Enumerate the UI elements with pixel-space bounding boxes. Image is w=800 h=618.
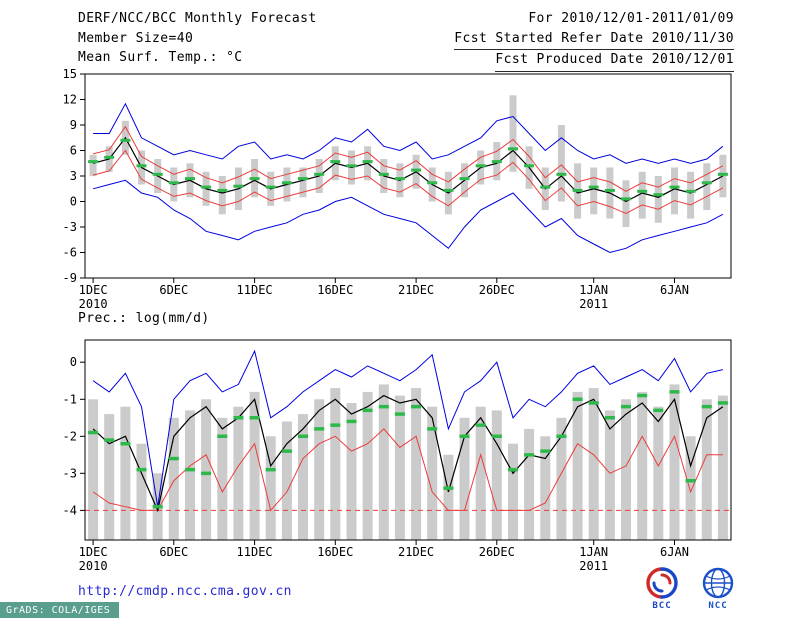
bcc-logo-label: BCC	[652, 601, 672, 611]
page-title: DERF/NCC/BCC Monthly Forecast	[78, 11, 317, 26]
svg-text:0: 0	[70, 355, 77, 369]
bcc-swirl-icon	[646, 567, 678, 599]
svg-text:1JAN: 1JAN	[579, 283, 608, 297]
y-axis: 0 -1 -2 -3 -4	[63, 355, 85, 517]
svg-text:6DEC: 6DEC	[159, 283, 188, 297]
svg-text:-9: -9	[63, 271, 77, 285]
ensemble-spread-bars	[88, 384, 728, 540]
temperature-chart: 15 12 9 6 3 0 -3 -6 -9 1DEC 2010 6DEC 11DEC 16DEC 21DE…	[0, 64, 800, 316]
svg-text:11DEC: 11DEC	[237, 545, 273, 559]
series-ensemble-median	[88, 390, 728, 509]
series-ensemble-mean	[92, 136, 724, 203]
precip-chart: 0 -1 -2 -3 -4 1DEC 2010 6DEC 11DEC 16DEC 21DEC 26DE…	[0, 332, 800, 578]
svg-text:26DEC: 26DEC	[479, 545, 515, 559]
logo-group: BCC NCC	[640, 566, 740, 611]
svg-text:1DEC: 1DEC	[79, 283, 108, 297]
grads-stamp: GrADS: COLA/IGES	[0, 602, 120, 618]
svg-text:-3: -3	[63, 466, 77, 480]
series-ensemble-max	[93, 102, 724, 164]
svg-text:2010: 2010	[79, 559, 108, 573]
refer-date-label: Fcst Started Refer Date 2010/11/30	[454, 29, 734, 50]
plot-frame	[84, 339, 732, 541]
svg-text:-6: -6	[63, 246, 77, 260]
svg-text:21DEC: 21DEC	[398, 283, 434, 297]
precip-chart-title: Prec.: log(mm/d)	[78, 311, 210, 326]
svg-text:9: 9	[70, 118, 77, 132]
svg-text:26DEC: 26DEC	[479, 283, 515, 297]
svg-text:-1: -1	[63, 392, 77, 406]
series-ensemble-mean	[92, 394, 724, 513]
bcc-logo: BCC	[640, 566, 684, 611]
svg-text:-3: -3	[63, 220, 77, 234]
svg-text:6JAN: 6JAN	[660, 545, 689, 559]
svg-text:0: 0	[70, 195, 77, 209]
series-ensemble-max	[92, 349, 724, 507]
ncc-logo: NCC	[696, 566, 740, 611]
svg-text:16DEC: 16DEC	[317, 283, 353, 297]
svg-text:6JAN: 6JAN	[660, 283, 689, 297]
series-ensemble-min	[92, 428, 723, 512]
header-left: DERF/NCC/BCC Monthly Forecast Member Siz…	[78, 9, 317, 68]
svg-text:11DEC: 11DEC	[237, 283, 273, 297]
ncc-logo-label: NCC	[708, 601, 728, 611]
y-axis: 15 12 9 6 3 0 -3 -6 -9	[63, 67, 85, 285]
svg-text:2011: 2011	[579, 297, 608, 311]
ncc-globe-icon	[702, 567, 734, 599]
temp-chart-title: Mean Surf. Temp.: °C	[78, 50, 243, 65]
svg-text:1DEC: 1DEC	[79, 545, 108, 559]
member-size-label: Member Size=40	[78, 30, 194, 46]
header-right: For 2010/12/01-2011/01/09 Fcst Started R…	[454, 9, 734, 72]
website-link[interactable]: http://cmdp.ncc.cma.gov.cn	[78, 584, 292, 599]
svg-text:21DEC: 21DEC	[398, 545, 434, 559]
svg-text:2010: 2010	[79, 297, 108, 311]
svg-text:15: 15	[63, 67, 77, 81]
svg-text:2011: 2011	[579, 559, 608, 573]
svg-text:6: 6	[70, 144, 77, 158]
series-ensemble-min	[92, 179, 724, 254]
series-ensemble-median	[88, 138, 728, 201]
svg-text:12: 12	[63, 93, 77, 107]
svg-text:1JAN: 1JAN	[579, 545, 608, 559]
ensemble-spread-bars	[89, 95, 727, 228]
svg-text:6DEC: 6DEC	[159, 545, 188, 559]
produced-date-label: Fcst Produced Date 2010/12/01	[495, 50, 734, 72]
series-lower-quartile	[92, 149, 724, 214]
forecast-period-label: For 2010/12/01-2011/01/09	[528, 11, 734, 26]
series-upper-quartile	[92, 125, 724, 192]
svg-text:3: 3	[70, 169, 77, 183]
svg-text:-2: -2	[63, 429, 77, 443]
svg-text:16DEC: 16DEC	[317, 545, 353, 559]
svg-text:-4: -4	[63, 503, 77, 517]
